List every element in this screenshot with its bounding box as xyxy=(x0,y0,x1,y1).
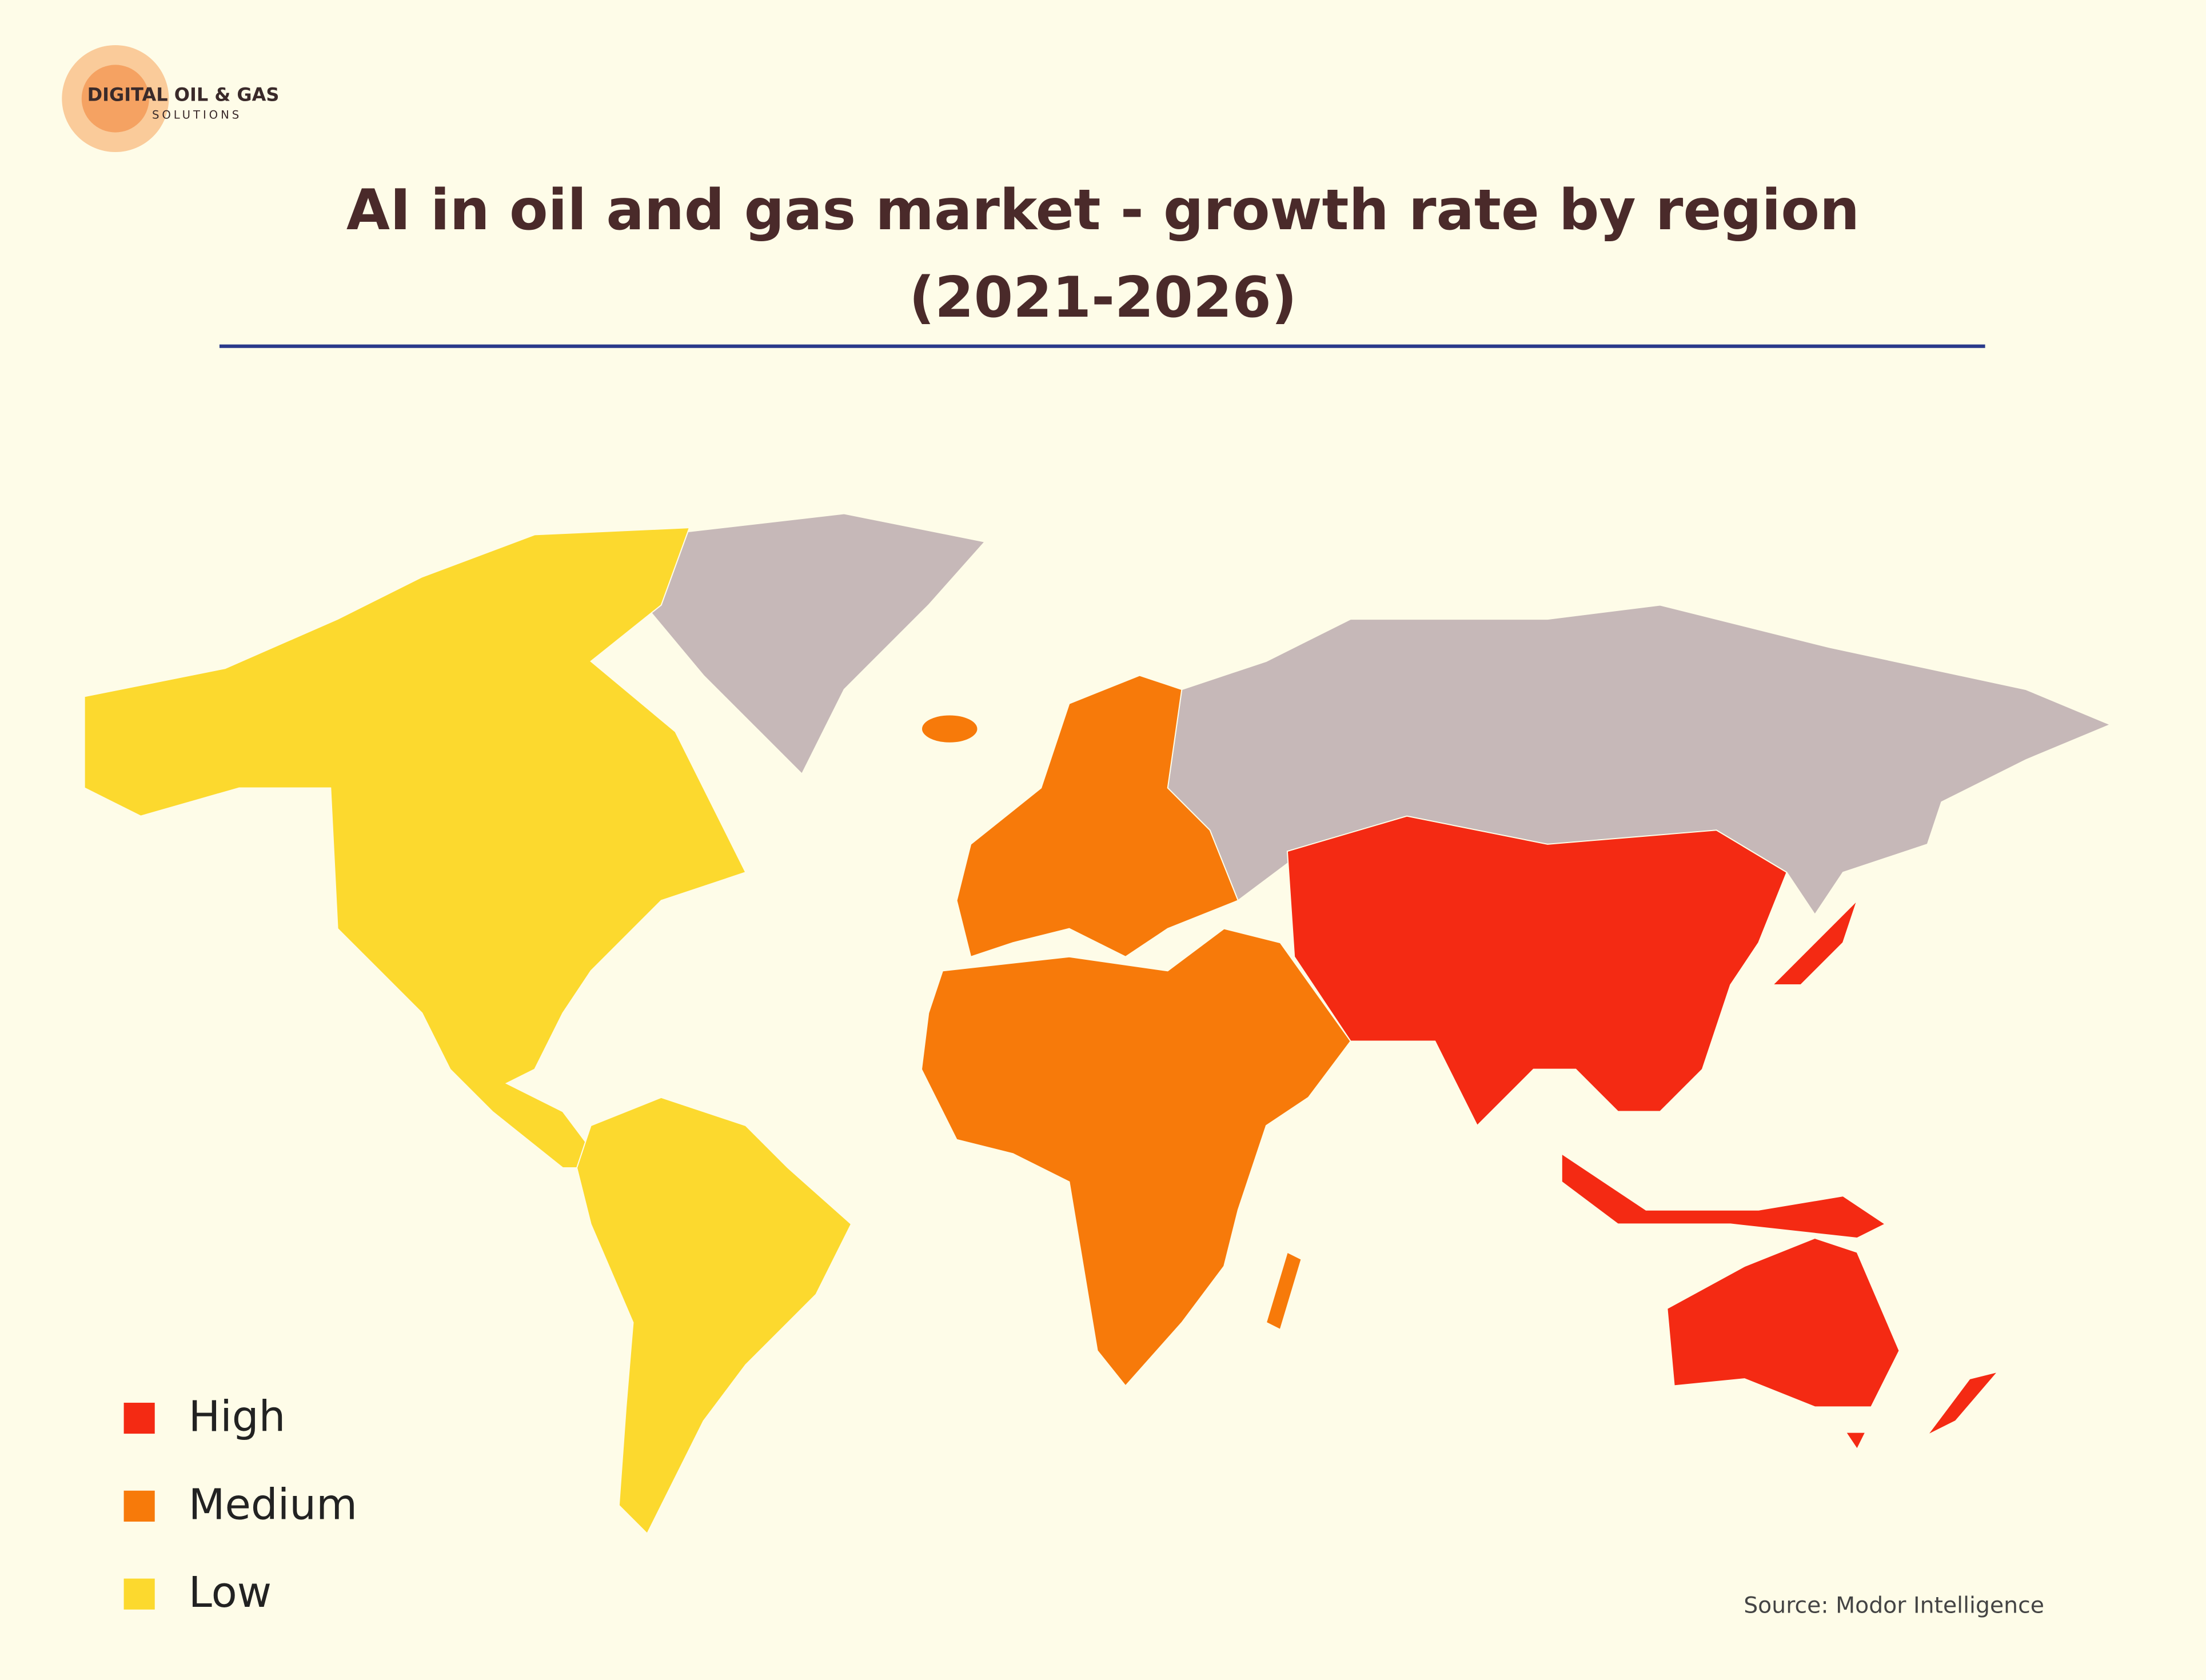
north-america xyxy=(83,527,747,1168)
legend-swatch xyxy=(123,1402,155,1434)
logo-globe-core xyxy=(81,65,149,133)
logo-name: DIGITAL OIL & GAS xyxy=(87,84,280,106)
legend: High Medium Low xyxy=(123,1392,357,1617)
title-line: AI in oil and gas market - growth rate b… xyxy=(346,178,1860,243)
source: Source: Modor Intelligence xyxy=(1744,1592,2044,1618)
australia xyxy=(1666,1237,1900,1408)
title-line: (2021-2026) xyxy=(909,265,1297,330)
logo: DIGITAL OIL & GAS SOLUTIONS xyxy=(62,45,280,153)
world-map xyxy=(83,513,2112,1535)
tasmania xyxy=(1845,1431,1867,1451)
logo-tagline: SOLUTIONS xyxy=(152,109,242,122)
asia xyxy=(1286,815,1788,1127)
legend-label: High xyxy=(189,1392,286,1441)
europe xyxy=(956,675,1239,958)
south-america xyxy=(576,1096,852,1535)
southeast-asia-islands xyxy=(1561,1152,1886,1239)
new-zealand xyxy=(1926,1371,2000,1436)
legend-label: Low xyxy=(189,1568,272,1617)
iceland xyxy=(921,714,979,744)
legend-label: Medium xyxy=(189,1480,357,1529)
africa-middle-east xyxy=(921,928,1351,1387)
japan xyxy=(1771,900,1858,985)
greenland xyxy=(632,513,986,775)
madagascar xyxy=(1265,1251,1302,1331)
legend-swatch xyxy=(123,1490,155,1522)
legend-swatch xyxy=(123,1578,155,1610)
